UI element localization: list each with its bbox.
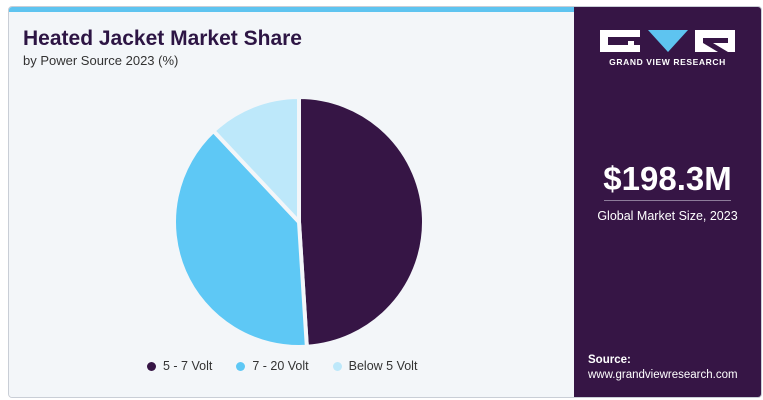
chart-panel: Heated Jacket Market Share by Power Sour… bbox=[9, 7, 574, 397]
pie-chart bbox=[172, 95, 426, 349]
chart-title: Heated Jacket Market Share bbox=[23, 27, 302, 50]
info-sidebar: GRAND VIEW RESEARCH $198.3M Global Marke… bbox=[574, 7, 761, 397]
legend-swatch bbox=[147, 361, 156, 371]
legend-label: 7 - 20 Volt bbox=[252, 359, 309, 373]
chart-subtitle: by Power Source 2023 (%) bbox=[23, 53, 179, 68]
source-label: Source: bbox=[588, 354, 631, 366]
market-size-value: $198.3M bbox=[603, 160, 732, 197]
pie-slice-7-20-volt bbox=[172, 128, 309, 349]
legend-swatch bbox=[236, 361, 246, 371]
chart-legend: 5 - 7 Volt 7 - 20 Volt Below 5 Volt bbox=[147, 359, 417, 373]
legend-item-5-7-volt: 5 - 7 Volt bbox=[147, 359, 212, 373]
gvr-logo-icon bbox=[600, 30, 735, 52]
legend-label: Below 5 Volt bbox=[348, 359, 418, 373]
source-link[interactable]: www.grandviewresearch.com bbox=[588, 369, 738, 381]
legend-item-7-20-volt: 7 - 20 Volt bbox=[236, 359, 309, 373]
chart-card: Heated Jacket Market Share by Power Sour… bbox=[8, 6, 762, 398]
logo-text: GRAND VIEW RESEARCH bbox=[609, 57, 726, 67]
legend-label: 5 - 7 Volt bbox=[163, 359, 213, 373]
legend-item-below-5-volt: Below 5 Volt bbox=[332, 359, 418, 373]
legend-swatch bbox=[332, 361, 342, 371]
pie-slice-below-5-volt bbox=[211, 95, 301, 224]
pie-slice-5-7-volt bbox=[297, 95, 426, 349]
accent-bar bbox=[9, 7, 574, 12]
market-size-label: Global Market Size, 2023 bbox=[597, 209, 738, 223]
divider bbox=[604, 200, 731, 201]
